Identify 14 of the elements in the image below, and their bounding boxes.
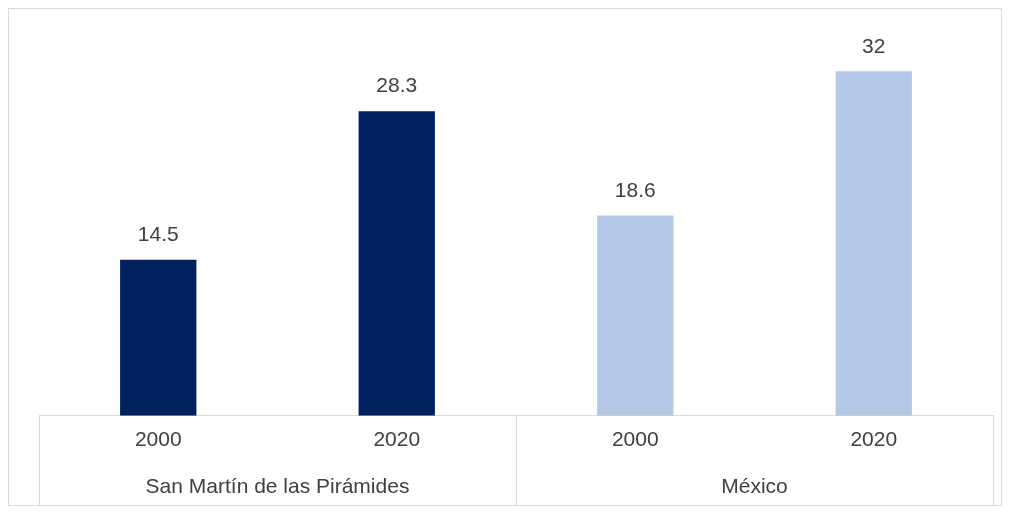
- data-label: 28.3: [376, 73, 418, 97]
- bar: [597, 215, 674, 416]
- x-tick-label: 2020: [373, 427, 421, 451]
- x-tick-label: 2020: [850, 427, 898, 451]
- data-label: 32: [862, 33, 886, 57]
- bar: [835, 71, 912, 416]
- x-tick-label: 2000: [611, 427, 659, 451]
- bar: [358, 111, 435, 416]
- x-tick-label: 2000: [134, 427, 182, 451]
- data-label: 18.6: [614, 177, 656, 201]
- data-label: 14.5: [137, 221, 179, 245]
- bar: [120, 259, 197, 416]
- text: San Martín de las Pirámides: [145, 473, 410, 497]
- text: México: [721, 473, 788, 497]
